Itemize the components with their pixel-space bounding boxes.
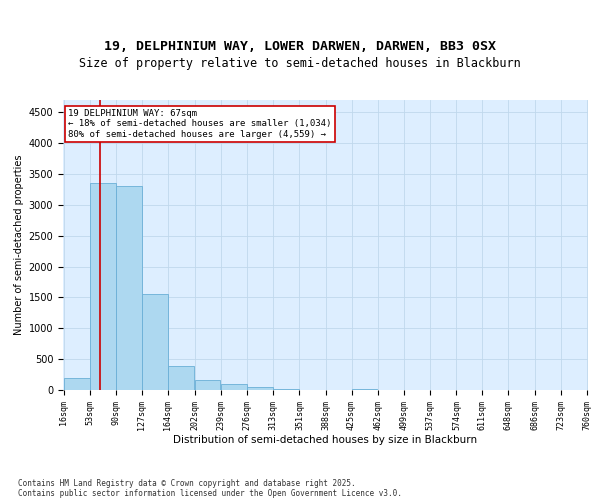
Bar bbox=[168, 366, 194, 390]
Bar bbox=[352, 388, 377, 390]
Bar bbox=[221, 384, 247, 390]
Bar bbox=[247, 387, 272, 390]
Text: Contains public sector information licensed under the Open Government Licence v3: Contains public sector information licen… bbox=[18, 488, 402, 498]
Bar bbox=[116, 186, 142, 390]
Text: 19, DELPHINIUM WAY, LOWER DARWEN, DARWEN, BB3 0SX: 19, DELPHINIUM WAY, LOWER DARWEN, DARWEN… bbox=[104, 40, 496, 52]
X-axis label: Distribution of semi-detached houses by size in Blackburn: Distribution of semi-detached houses by … bbox=[173, 436, 478, 446]
Text: Contains HM Land Registry data © Crown copyright and database right 2025.: Contains HM Land Registry data © Crown c… bbox=[18, 478, 356, 488]
Bar bbox=[273, 388, 299, 390]
Bar bbox=[64, 378, 89, 390]
Bar bbox=[195, 380, 220, 390]
Text: 19 DELPHINIUM WAY: 67sqm
← 18% of semi-detached houses are smaller (1,034)
80% o: 19 DELPHINIUM WAY: 67sqm ← 18% of semi-d… bbox=[68, 108, 332, 138]
Y-axis label: Number of semi-detached properties: Number of semi-detached properties bbox=[14, 155, 25, 336]
Bar bbox=[142, 294, 167, 390]
Text: Size of property relative to semi-detached houses in Blackburn: Size of property relative to semi-detach… bbox=[79, 57, 521, 70]
Bar bbox=[90, 184, 116, 390]
